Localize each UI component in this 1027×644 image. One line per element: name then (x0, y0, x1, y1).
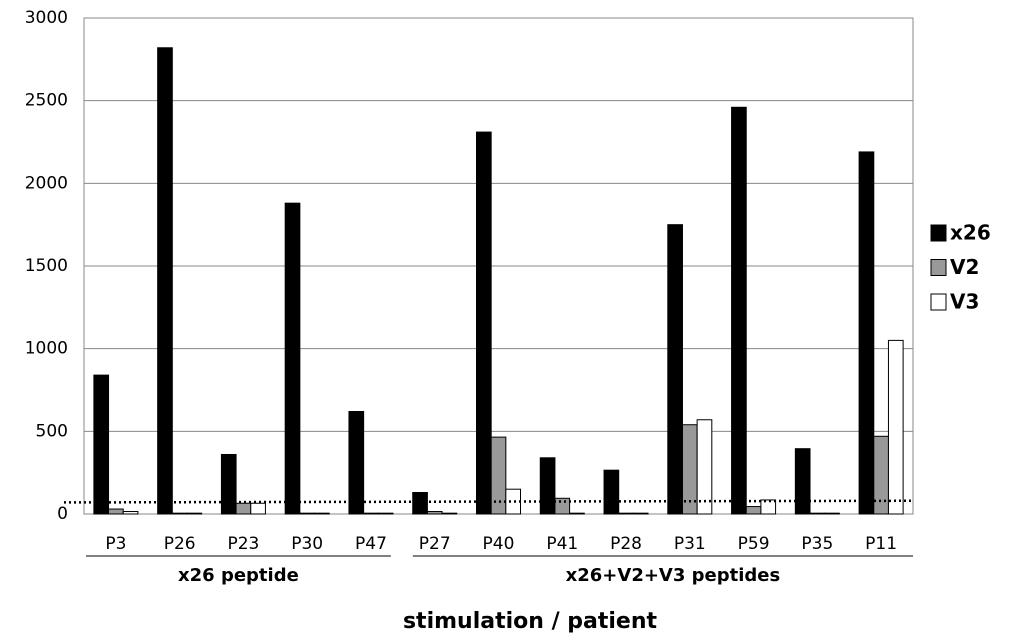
bar (809, 512, 826, 515)
bar (505, 488, 522, 515)
bar (284, 202, 301, 515)
y-tick-label: 1000 (25, 339, 68, 359)
x-tick-label: P40 (483, 534, 515, 554)
bar (618, 512, 634, 515)
x-tick-label: P30 (291, 534, 323, 554)
x-tick-label: P28 (610, 534, 642, 554)
group-label: x26+V2+V3 peptides (566, 565, 781, 586)
bar (108, 508, 124, 515)
bar (314, 512, 330, 515)
y-tick-label: 0 (57, 504, 68, 524)
bar (554, 497, 571, 515)
legend-label: V3 (950, 290, 979, 314)
x-tick-label: P35 (801, 534, 833, 554)
bar (794, 448, 811, 515)
bar (186, 512, 203, 515)
legend-label: V2 (950, 255, 979, 279)
x-tick-label: P31 (674, 534, 706, 554)
bar (122, 511, 139, 515)
bar (475, 131, 492, 515)
bar (348, 410, 365, 515)
y-tick-label: 2000 (25, 173, 68, 193)
x-tick-label: P41 (546, 534, 578, 554)
y-tick-label: 1500 (25, 256, 68, 276)
bar (632, 512, 649, 515)
legend-label: x26 (950, 221, 991, 245)
y-tick-label: 2500 (25, 91, 68, 111)
x-axis-title: stimulation / patient (403, 609, 658, 634)
bar (157, 47, 173, 515)
bar (441, 512, 458, 515)
bar (250, 502, 266, 515)
bar (696, 419, 713, 515)
bar (235, 502, 252, 515)
bar (887, 339, 904, 515)
x-tick-label: P23 (227, 534, 259, 554)
bar (667, 224, 683, 515)
x-tick-label: P11 (865, 534, 897, 554)
bar (490, 436, 507, 515)
bar (731, 106, 747, 515)
bar (603, 469, 620, 515)
bar (569, 512, 585, 515)
bar (539, 457, 556, 515)
bar (412, 492, 428, 515)
bar (363, 512, 379, 515)
x-tick-label: P26 (164, 534, 196, 554)
y-tick-label: 500 (36, 421, 68, 441)
bar (760, 499, 777, 515)
legend-swatch (930, 293, 947, 311)
bar (858, 151, 875, 515)
legend-swatch (930, 224, 947, 242)
bar (426, 511, 443, 515)
x-tick-label: P47 (355, 534, 387, 554)
bar (824, 512, 840, 515)
x-tick-label: P59 (738, 534, 770, 554)
x-tick-label: P3 (105, 534, 126, 554)
bar (220, 453, 237, 515)
bar (299, 512, 316, 515)
bar (745, 506, 762, 515)
legend-swatch (930, 259, 947, 276)
bar (377, 512, 394, 515)
y-tick-label: 3000 (25, 8, 68, 28)
bar (873, 435, 889, 515)
group-label: x26 peptide (178, 565, 299, 586)
x-tick-label: P27 (419, 534, 451, 554)
threshold-line (63, 499, 914, 504)
bar (93, 374, 110, 515)
bar (171, 512, 188, 515)
